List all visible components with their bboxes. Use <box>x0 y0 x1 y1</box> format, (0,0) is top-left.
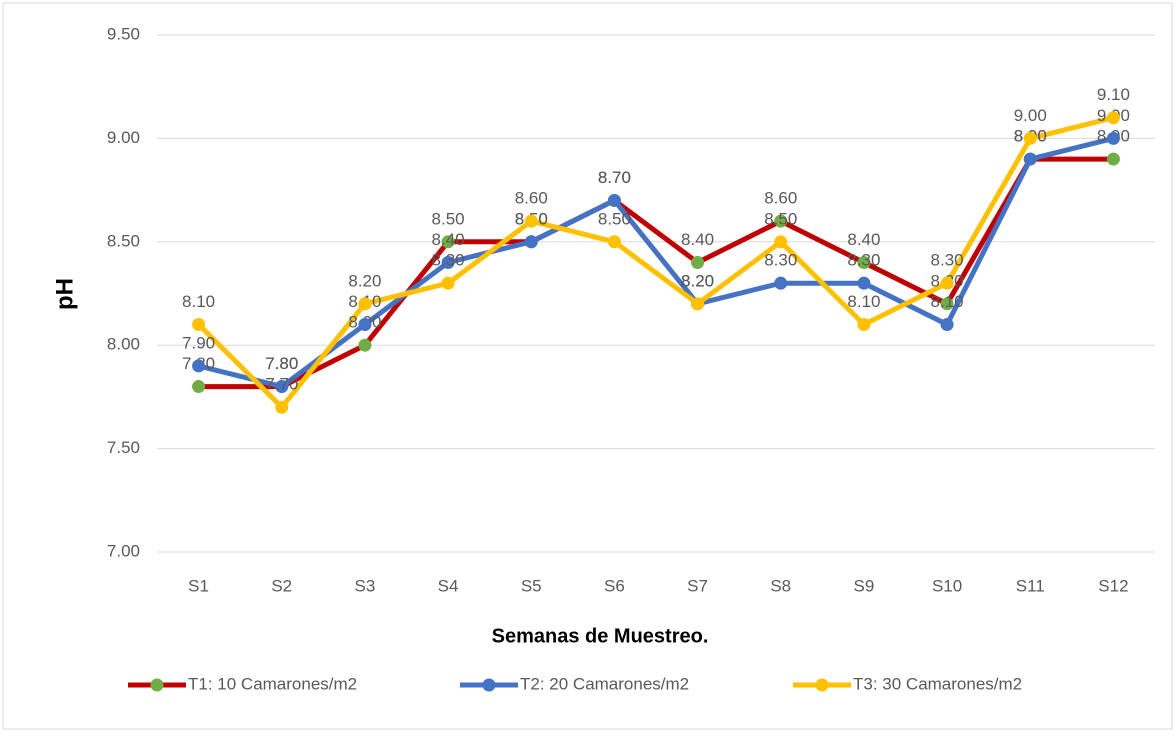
data-label: 8.10 <box>182 292 215 311</box>
data-label: 8.10 <box>847 292 880 311</box>
data-label: 8.40 <box>681 230 714 249</box>
legend-label: T1: 10 Camarones/m2 <box>188 674 357 693</box>
y-tick-label: 7.00 <box>107 541 140 560</box>
marker <box>275 400 289 414</box>
y-axis-title: pH <box>51 278 78 310</box>
marker <box>441 276 455 290</box>
marker <box>1023 131 1037 145</box>
x-tick-label: S8 <box>770 576 791 595</box>
marker <box>441 255 455 269</box>
marker <box>1023 152 1037 166</box>
data-label: 8.40 <box>432 230 465 249</box>
data-label: 8.30 <box>764 251 797 270</box>
data-label: 7.90 <box>182 333 215 352</box>
x-tick-label: S2 <box>271 576 292 595</box>
data-label: 8.20 <box>681 271 714 290</box>
marker <box>1106 131 1120 145</box>
data-label: 8.50 <box>432 209 465 228</box>
marker <box>857 255 871 269</box>
y-tick-label: 8.00 <box>107 335 140 354</box>
x-tick-label: S1 <box>188 576 209 595</box>
data-label: 7.80 <box>265 354 298 373</box>
series-line <box>198 156 1114 390</box>
data-label: 8.30 <box>847 251 880 270</box>
legend-marker <box>150 678 164 692</box>
marker <box>524 214 538 228</box>
marker <box>857 318 871 332</box>
x-tick-label: S6 <box>604 576 625 595</box>
marker <box>607 193 621 207</box>
marker <box>441 235 455 249</box>
data-label: 8.20 <box>681 271 714 290</box>
y-tick-label: 8.50 <box>107 231 140 250</box>
marker <box>940 276 954 290</box>
data-label: 8.10 <box>931 292 964 311</box>
marker <box>524 235 538 249</box>
data-label: 8.20 <box>348 271 381 290</box>
marker <box>192 380 206 394</box>
series-line <box>197 135 1115 390</box>
x-tick-label: S9 <box>854 576 875 595</box>
marker <box>607 235 621 249</box>
legend-label: T3: 30 Camarones/m2 <box>853 674 1022 693</box>
y-tick-label: 9.00 <box>107 128 140 147</box>
marker <box>940 297 954 311</box>
x-axis-title: Semanas de Muestreo. <box>492 625 709 647</box>
y-tick-label: 9.50 <box>107 24 140 43</box>
marker <box>774 214 788 228</box>
marker <box>192 359 206 373</box>
marker <box>1106 111 1120 125</box>
data-label: 8.60 <box>515 189 548 208</box>
marker <box>774 235 788 249</box>
data-label: 9.00 <box>1014 106 1047 125</box>
x-tick-label: S5 <box>521 576 542 595</box>
data-label: 9.10 <box>1097 85 1130 104</box>
legend-marker <box>815 678 829 692</box>
marker <box>358 318 372 332</box>
marker <box>691 297 705 311</box>
marker <box>691 255 705 269</box>
marker <box>358 297 372 311</box>
data-label: 8.70 <box>598 168 631 187</box>
legend-label: T2: 20 Camarones/m2 <box>520 674 689 693</box>
marker <box>192 318 206 332</box>
data-label: 8.30 <box>931 251 964 270</box>
x-tick-label: S7 <box>687 576 708 595</box>
data-label: 7.70 <box>265 375 298 394</box>
x-tick-label: S10 <box>932 576 962 595</box>
x-tick-label: S3 <box>355 576 376 595</box>
marker <box>275 380 289 394</box>
series-line <box>196 115 1115 410</box>
legend-marker <box>482 678 496 692</box>
data-label: 8.70 <box>598 168 631 187</box>
data-label: 8.50 <box>598 209 631 228</box>
marker <box>774 276 788 290</box>
marker <box>857 276 871 290</box>
x-tick-label: S12 <box>1098 576 1128 595</box>
data-label: 8.40 <box>847 230 880 249</box>
marker <box>358 338 372 352</box>
marker <box>1106 152 1120 166</box>
data-label: 8.60 <box>764 189 797 208</box>
data-label: 7.80 <box>265 354 298 373</box>
marker <box>940 318 954 332</box>
x-tick-label: S4 <box>438 576 459 595</box>
data-label: 8.50 <box>764 209 797 228</box>
data-label: 8.30 <box>432 251 465 270</box>
y-tick-label: 7.50 <box>107 438 140 457</box>
x-tick-label: S11 <box>1016 576 1045 595</box>
